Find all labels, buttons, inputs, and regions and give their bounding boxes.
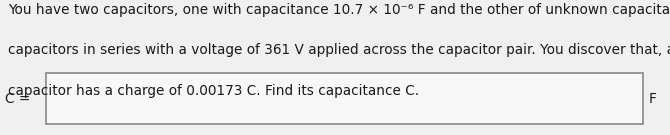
Text: C =: C = (5, 92, 31, 106)
Text: capacitor has a charge of 0.00173 C. Find its capacitance C.: capacitor has a charge of 0.00173 C. Fin… (8, 84, 419, 98)
Text: You have two capacitors, one with capacitance 10.7 × 10⁻⁶ F and the other of unk: You have two capacitors, one with capaci… (8, 3, 670, 17)
Text: capacitors in series with a voltage of 361 V applied across the capacitor pair. : capacitors in series with a voltage of 3… (8, 43, 670, 57)
FancyBboxPatch shape (46, 73, 643, 124)
Text: F: F (649, 92, 657, 106)
